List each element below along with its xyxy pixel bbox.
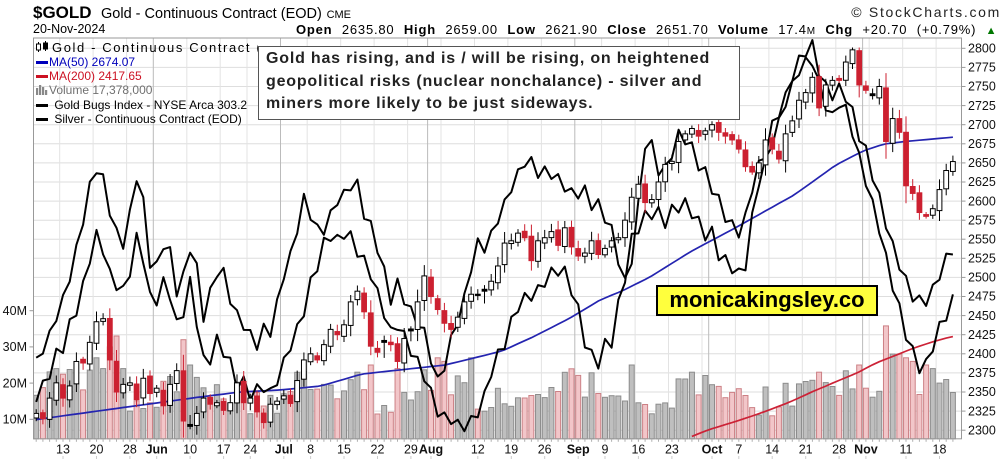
svg-text:Sep: Sep [567,443,590,457]
svg-text:21: 21 [799,443,813,457]
svg-text:2650: 2650 [968,156,996,170]
svg-text:2325: 2325 [968,404,996,418]
svg-text:18: 18 [933,443,947,457]
svg-text:30M: 30M [3,340,27,354]
svg-text:Nov: Nov [854,443,878,457]
svg-text:19: 19 [504,443,518,457]
svg-text:2400: 2400 [968,347,996,361]
svg-text:28: 28 [832,443,846,457]
svg-text:2725: 2725 [968,99,996,113]
svg-text:22: 22 [371,443,385,457]
svg-text:2475: 2475 [968,290,996,304]
svg-text:14: 14 [765,443,779,457]
svg-text:11: 11 [900,443,913,457]
svg-text:16: 16 [631,443,645,457]
svg-text:26: 26 [538,443,552,457]
svg-text:2450: 2450 [968,309,996,323]
svg-text:20M: 20M [3,376,27,390]
svg-text:2525: 2525 [968,252,996,266]
svg-text:17: 17 [217,443,231,457]
svg-text:10: 10 [183,443,197,457]
svg-text:24: 24 [243,443,257,457]
svg-text:20: 20 [90,443,104,457]
svg-text:2675: 2675 [968,137,996,151]
svg-text:12: 12 [471,443,485,457]
svg-text:2375: 2375 [968,366,996,380]
svg-text:9: 9 [602,443,609,457]
svg-text:2550: 2550 [968,232,996,246]
svg-text:23: 23 [665,443,679,457]
svg-text:2425: 2425 [968,328,996,342]
svg-text:2500: 2500 [968,271,996,285]
svg-text:2700: 2700 [968,118,996,132]
svg-text:2575: 2575 [968,213,996,227]
svg-text:Jun: Jun [146,443,168,457]
svg-text:28: 28 [123,443,137,457]
svg-text:2800: 2800 [968,42,996,56]
svg-text:Aug: Aug [419,443,443,457]
svg-text:29: 29 [404,443,418,457]
svg-text:2625: 2625 [968,175,996,189]
svg-text:40M: 40M [3,304,27,318]
svg-text:8: 8 [307,443,314,457]
svg-text:2775: 2775 [968,61,996,75]
svg-text:10M: 10M [3,413,27,427]
svg-text:2350: 2350 [968,385,996,399]
svg-text:2300: 2300 [968,423,996,437]
svg-text:15: 15 [337,443,351,457]
svg-text:13: 13 [56,443,70,457]
svg-text:2600: 2600 [968,194,996,208]
svg-text:7: 7 [735,443,742,457]
svg-text:2750: 2750 [968,80,996,94]
svg-text:Oct: Oct [702,443,724,457]
svg-text:Jul: Jul [275,443,293,457]
